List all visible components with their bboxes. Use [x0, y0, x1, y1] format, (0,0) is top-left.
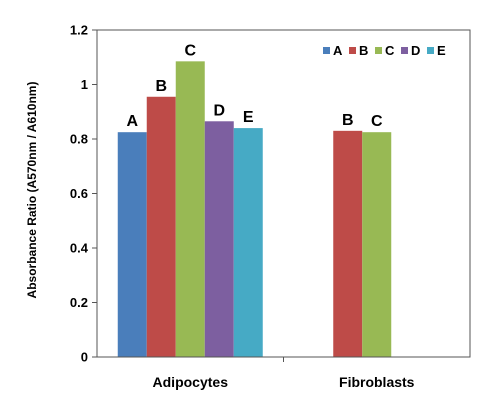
- legend-swatch-c: [375, 47, 382, 54]
- bar-data-label: D: [213, 102, 225, 119]
- x-category-label: Fibroblasts: [339, 374, 415, 390]
- legend-swatch-a: [323, 47, 330, 54]
- y-tick-label: 0.8: [70, 132, 88, 147]
- bar-data-label: C: [184, 42, 196, 59]
- y-axis-title: Absorbance Ratio (A570nm / A610nm): [25, 82, 39, 299]
- legend: A B C D E: [323, 43, 446, 58]
- legend-label-b: B: [359, 43, 368, 58]
- legend-swatch-e: [427, 47, 434, 54]
- bar-data-label: B: [155, 78, 167, 95]
- y-tick-label: 1.2: [70, 23, 88, 38]
- legend-label-e: E: [437, 43, 446, 58]
- y-tick-label: 0.6: [70, 186, 88, 201]
- axes-layer: 0 0.2 0.4 0.6 0.8 1 1.2 Adipocytes Fibroblasts: [70, 23, 471, 390]
- y-tick-label: 0: [81, 350, 88, 365]
- legend-label-c: C: [385, 43, 395, 58]
- bar-adipocytes-d: [204, 121, 234, 357]
- legend-swatch-d: [401, 47, 408, 54]
- bar-data-label: C: [371, 113, 383, 130]
- legend-label-a: A: [333, 43, 343, 58]
- bar-adipocytes-c: [175, 61, 205, 358]
- bar-adipocytes-e: [233, 128, 263, 357]
- bar-data-label: E: [243, 109, 254, 126]
- bar-fibroblasts-b: [333, 130, 363, 357]
- bar-data-label: B: [342, 112, 354, 129]
- y-tick-label: 0.2: [70, 295, 88, 310]
- x-category-label: Adipocytes: [153, 374, 229, 390]
- bar-fibroblasts-c: [362, 132, 392, 357]
- legend-swatch-b: [349, 47, 356, 54]
- bars-layer: [117, 61, 392, 358]
- bar-data-label: A: [126, 113, 138, 130]
- bar-adipocytes-b: [146, 96, 176, 357]
- bar-adipocytes-a: [117, 132, 147, 357]
- y-tick-label: 0.4: [70, 241, 89, 256]
- legend-label-d: D: [411, 43, 420, 58]
- y-tick-label: 1: [81, 77, 88, 92]
